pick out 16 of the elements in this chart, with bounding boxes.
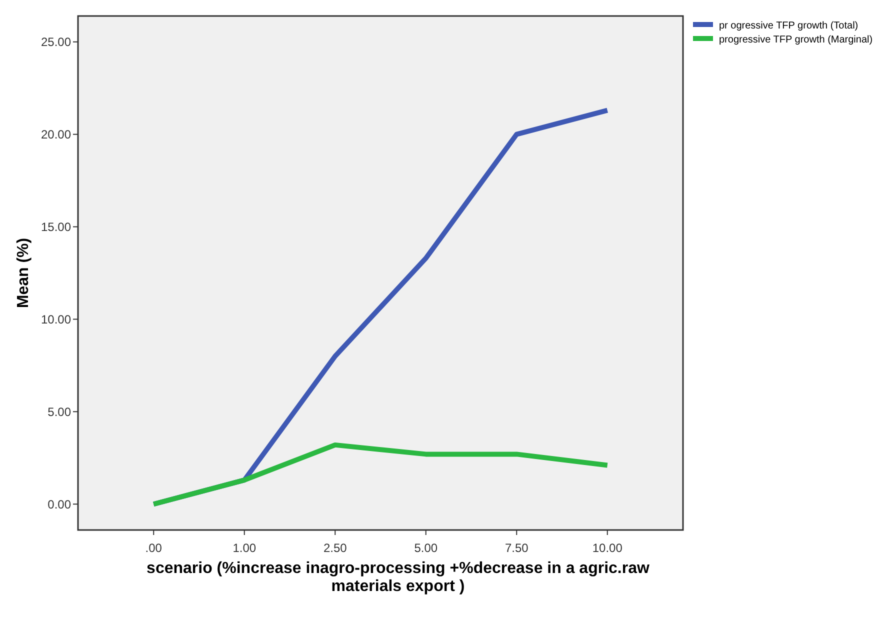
y-tick-label: 5.00 bbox=[48, 404, 72, 419]
x-tick-label: 10.00 bbox=[592, 541, 623, 555]
y-tick-label: 10.00 bbox=[40, 312, 72, 326]
y-axis-title: Mean (%) bbox=[15, 238, 32, 308]
y-tick-label: 15.00 bbox=[40, 220, 72, 234]
y-tick-label: 0.00 bbox=[48, 497, 72, 512]
x-axis-title: scenario (%increase inagro-processing +%decrease in a agric.raw materials export ) bbox=[146, 560, 650, 596]
x-tick-label: 7.50 bbox=[504, 541, 529, 555]
y-tick-label: 25.00 bbox=[40, 35, 72, 50]
x-tick-label: 2.50 bbox=[323, 541, 348, 555]
y-tick-label: 20.00 bbox=[40, 128, 72, 142]
x-tick-label: 1.00 bbox=[232, 541, 256, 555]
legend-label: progressive TFP growth (Marginal) bbox=[719, 34, 873, 46]
x-tick-label: .00 bbox=[145, 541, 162, 555]
x-tick-label: 5.00 bbox=[414, 541, 438, 555]
legend-label: pr ogressive TFP growth (Total) bbox=[719, 20, 858, 32]
